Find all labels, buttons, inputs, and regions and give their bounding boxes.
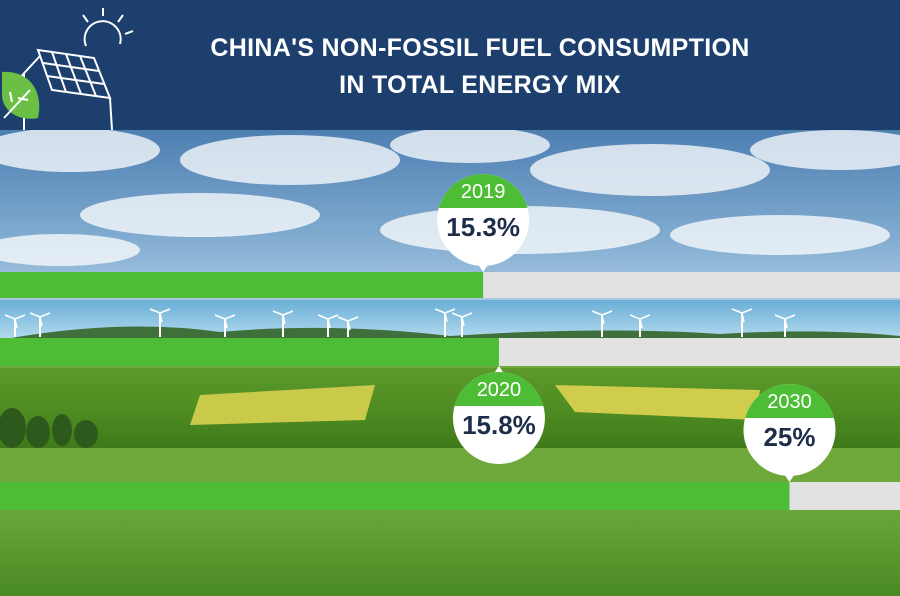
wind-turbine-icon: [629, 314, 651, 337]
wind-turbine-icon: [4, 314, 26, 337]
tree-line: [0, 408, 98, 448]
foreground-grass: [0, 510, 900, 596]
wind-turbine-icon: [149, 308, 171, 337]
rapeseed-patch-left: [190, 385, 375, 425]
bar-series: 2019 15.3% 2020 15.8% 2030 25%: [0, 174, 900, 510]
header-illustration: [2, 8, 134, 130]
wind-turbine-icon: [29, 312, 51, 337]
bar-2019: [0, 272, 484, 298]
value-bubble-2020: 2020 15.8%: [452, 366, 545, 464]
wind-turbine-icon: [317, 314, 339, 337]
wind-turbine-icon: [451, 312, 473, 337]
meadow: [0, 448, 900, 484]
bar-2030: [0, 482, 790, 510]
value-bubble-2019: 2019 15.3%: [437, 174, 530, 272]
wind-turbine-icon: [434, 308, 456, 337]
rapeseed-patch-right: [555, 385, 760, 420]
wind-turbine-icon: [272, 310, 294, 337]
wind-turbine-icon: [774, 314, 796, 337]
wind-turbine-icon: [214, 314, 236, 337]
data-label-2020: 15.8%: [462, 410, 536, 440]
chart-title-line2: IN TOTAL ENERGY MIX: [339, 71, 621, 99]
data-label-2019: 15.3%: [446, 212, 520, 242]
value-bubble-2030: 2030 25%: [743, 384, 836, 482]
bar-2020: [0, 338, 499, 366]
wind-turbine-icon: [731, 308, 753, 337]
category-label-2019: 2019: [461, 181, 506, 203]
sun-icon: [82, 8, 134, 47]
chart-title-line1: CHINA'S NON-FOSSIL FUEL CONSUMPTION: [210, 34, 750, 62]
leaf-icon: [2, 71, 40, 119]
category-label-2020: 2020: [477, 379, 522, 401]
category-label-2030: 2030: [767, 391, 812, 413]
wind-turbines: [4, 308, 796, 337]
data-label-2030: 25%: [763, 422, 815, 452]
wind-turbine-icon: [337, 316, 359, 337]
header-banner: CHINA'S NON-FOSSIL FUEL CONSUMPTION IN T…: [0, 0, 900, 130]
wind-turbine-icon: [591, 310, 613, 337]
